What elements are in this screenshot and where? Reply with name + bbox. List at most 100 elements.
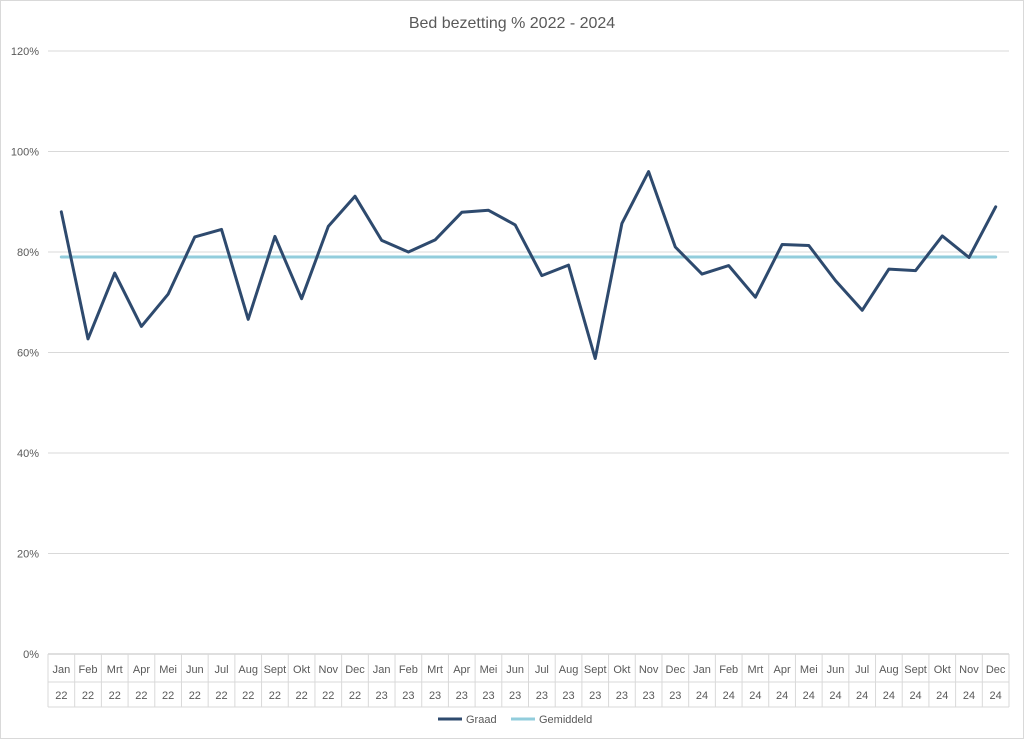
data-point-graad (887, 268, 890, 271)
data-point-gemiddeld (567, 256, 570, 259)
data-point-gemiddeld (887, 256, 890, 259)
data-point-gemiddeld (994, 256, 997, 259)
data-point-graad (167, 293, 170, 296)
x-tick-month: Mei (800, 664, 818, 676)
data-point-gemiddeld (87, 256, 90, 259)
data-point-graad (647, 170, 650, 173)
x-tick-year: 24 (696, 690, 708, 702)
x-tick-year: 23 (376, 690, 388, 702)
x-tick-month: Mrt (107, 664, 123, 676)
x-tick-month: Mei (159, 664, 177, 676)
x-tick-month: Okt (613, 664, 630, 676)
x-tick-month: Jun (506, 664, 524, 676)
x-tick-year: 22 (135, 690, 147, 702)
data-point-gemiddeld (647, 256, 650, 259)
data-point-gemiddeld (807, 256, 810, 259)
data-point-graad (60, 210, 63, 213)
x-tick-month: Jun (186, 664, 204, 676)
data-point-graad (353, 195, 356, 198)
data-point-gemiddeld (727, 256, 730, 259)
data-point-gemiddeld (914, 256, 917, 259)
x-tick-year: 23 (589, 690, 601, 702)
data-point-graad (514, 223, 517, 226)
x-tick-year: 23 (509, 690, 521, 702)
legend: Graad Gemiddeld (438, 714, 592, 726)
x-tick-month: Aug (238, 664, 258, 676)
x-tick-month: Feb (399, 664, 418, 676)
data-point-graad (273, 235, 276, 238)
x-tick-month: Dec (986, 664, 1006, 676)
legend-label-gemiddeld: Gemiddeld (539, 714, 592, 726)
data-point-gemiddeld (273, 256, 276, 259)
x-tick-year: 23 (562, 690, 574, 702)
x-tick-year: 23 (643, 690, 655, 702)
data-point-gemiddeld (193, 256, 196, 259)
x-tick-month: Sept (904, 664, 927, 676)
x-tick-year: 22 (349, 690, 361, 702)
data-point-graad (941, 234, 944, 237)
chart-title: Bed bezetting % 2022 - 2024 (409, 15, 615, 32)
x-tick-month: Jan (373, 664, 391, 676)
x-tick-year: 22 (269, 690, 281, 702)
x-tick-year: 24 (829, 690, 841, 702)
data-point-gemiddeld (60, 256, 63, 259)
y-tick-label: 60% (17, 348, 39, 360)
data-point-graad (727, 264, 730, 267)
data-point-gemiddeld (460, 256, 463, 259)
x-tick-month: Apr (774, 664, 791, 676)
x-tick-year: 23 (456, 690, 468, 702)
x-tick-year: 24 (936, 690, 948, 702)
data-point-graad (407, 251, 410, 254)
x-tick-year: 22 (189, 690, 201, 702)
x-tick-year: 24 (883, 690, 895, 702)
x-tick-month: Mrt (747, 664, 763, 676)
data-point-gemiddeld (220, 256, 223, 259)
x-tick-year: 22 (215, 690, 227, 702)
x-tick-month: Jan (52, 664, 70, 676)
legend-label-graad: Graad (466, 714, 497, 726)
x-tick-month: Dec (345, 664, 365, 676)
data-point-gemiddeld (834, 256, 837, 259)
x-tick-year: 22 (162, 690, 174, 702)
data-point-graad (380, 239, 383, 242)
data-point-graad (674, 245, 677, 248)
y-tick-label: 100% (11, 147, 39, 159)
series-lines (59, 170, 998, 360)
x-tick-year: 24 (990, 690, 1002, 702)
x-tick-year: 24 (856, 690, 868, 702)
data-point-graad (300, 297, 303, 300)
x-tick-year: 22 (242, 690, 254, 702)
data-point-gemiddeld (594, 256, 597, 259)
data-point-gemiddeld (941, 256, 944, 259)
gridlines (48, 50, 1009, 655)
data-point-gemiddeld (247, 256, 250, 259)
data-point-graad (620, 222, 623, 225)
x-tick-month: Apr (133, 664, 150, 676)
x-tick-month: Jul (535, 664, 549, 676)
x-tick-year: 24 (723, 690, 735, 702)
data-point-gemiddeld (514, 256, 517, 259)
x-tick-month: Feb (79, 664, 98, 676)
data-point-gemiddeld (380, 256, 383, 259)
data-point-gemiddeld (540, 256, 543, 259)
y-tick-label: 120% (11, 46, 39, 58)
x-tick-year: 23 (402, 690, 414, 702)
series-line-graad (59, 170, 998, 360)
x-tick-year: 22 (82, 690, 94, 702)
data-point-gemiddeld (487, 256, 490, 259)
data-point-graad (861, 309, 864, 312)
x-tick-year: 23 (669, 690, 681, 702)
x-tick-month: Aug (879, 664, 899, 676)
x-tick-year: 22 (295, 690, 307, 702)
x-tick-month: Apr (453, 664, 470, 676)
x-tick-month: Jul (855, 664, 869, 676)
x-tick-month: Sept (584, 664, 607, 676)
x-tick-year: 23 (429, 690, 441, 702)
data-point-gemiddeld (113, 256, 116, 259)
x-axis: Jan 22 Feb 22 Mrt 22 Apr 22 Mei 22 Jun 22 Jul 22 Aug 22… (47, 654, 1010, 708)
data-point-gemiddeld (167, 256, 170, 259)
data-point-graad (914, 269, 917, 272)
data-point-graad (754, 296, 757, 299)
data-point-gemiddeld (407, 256, 410, 259)
